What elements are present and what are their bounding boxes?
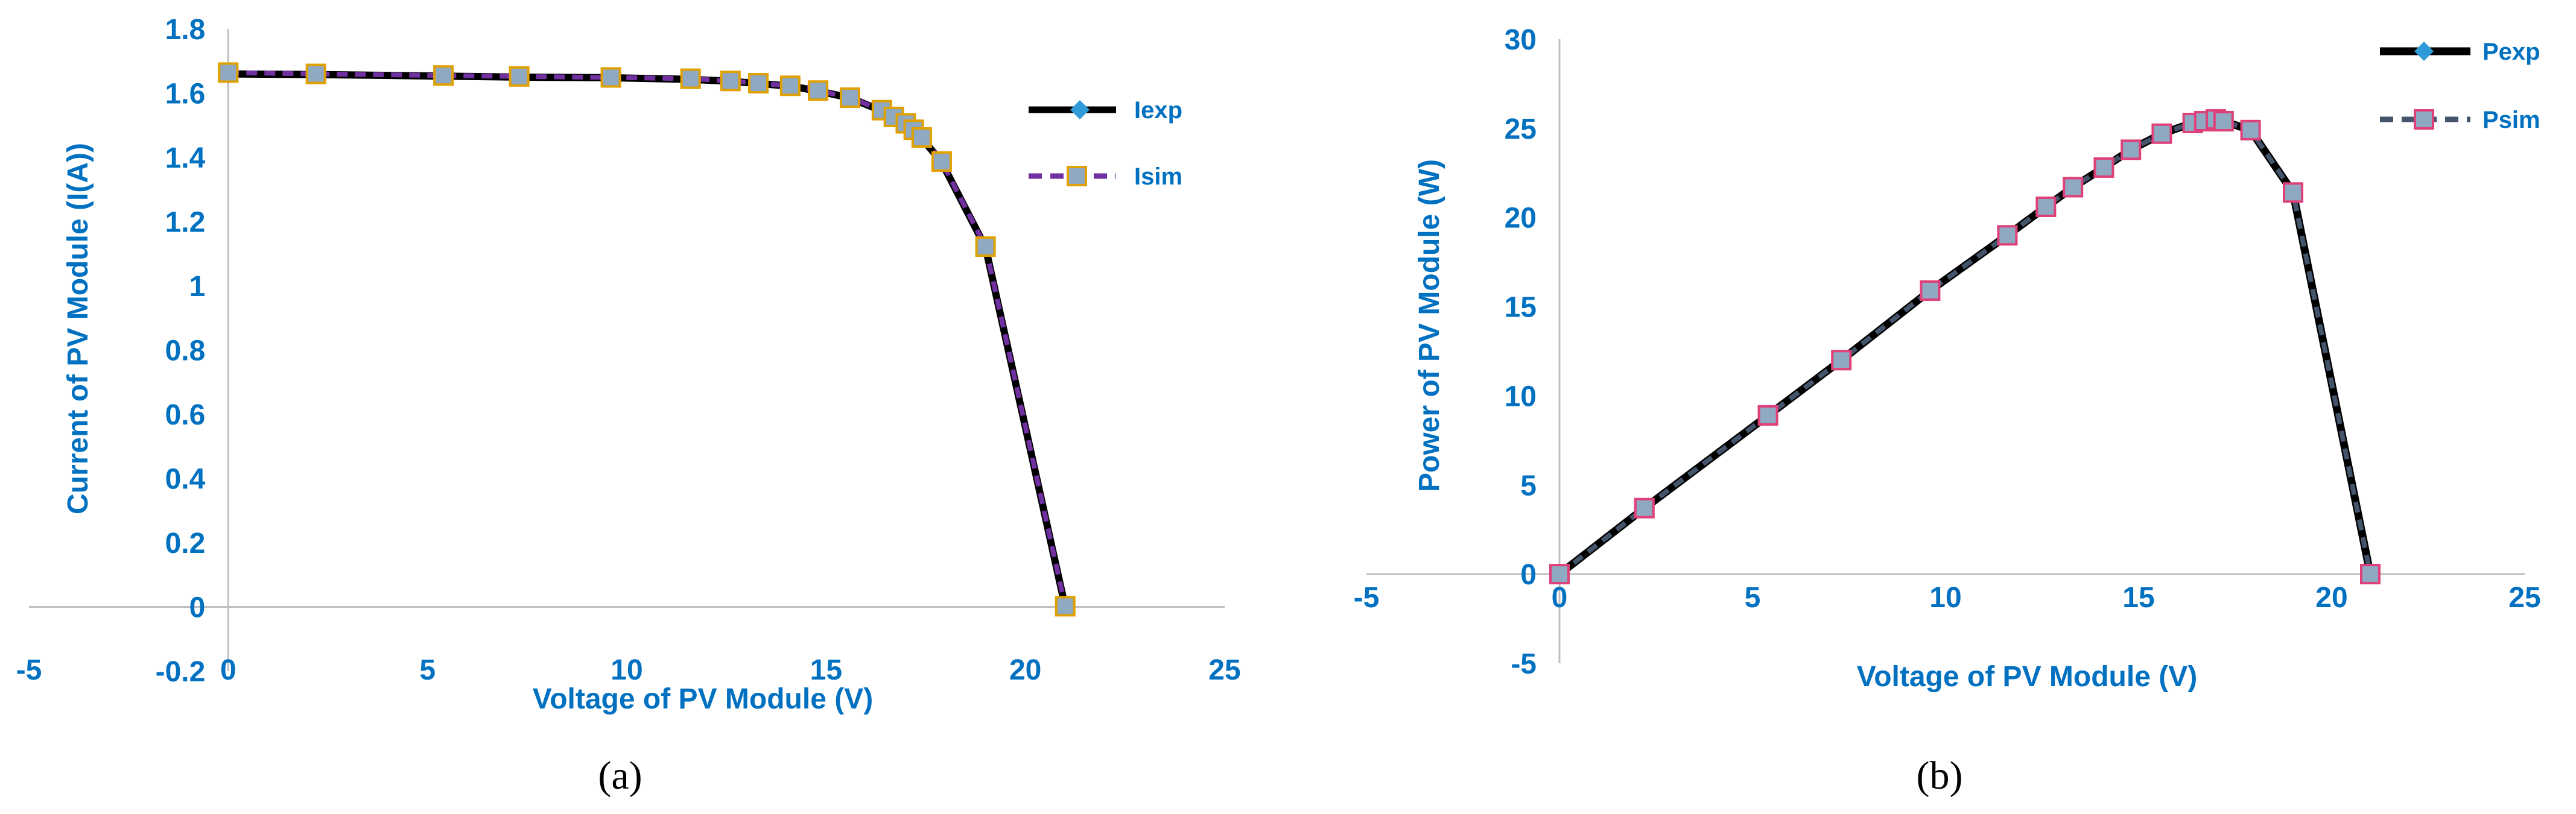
data-point-psim (1757, 405, 1778, 426)
x-tick-label: 20 (2315, 582, 2347, 614)
chart-panel-b: -5 0 5 10 15 20 25 -5 0 5 10 15 20 25 30 Voltage of PV… (1291, 0, 2576, 811)
x-tick-label: 5 (419, 654, 436, 686)
data-point-psim (2283, 182, 2303, 203)
y-tick-label: 1.8 (165, 14, 206, 46)
y-axis-title: Power of PV Module (W) (1413, 159, 1445, 492)
x-tick-label: -5 (16, 654, 42, 686)
x-tick-label: 0 (1552, 582, 1568, 614)
data-point-isim (680, 68, 701, 89)
data-point-psim (1997, 225, 2018, 246)
data-point-psim (1634, 497, 1655, 519)
x-tick-label: 15 (810, 654, 842, 686)
y-tick-label: 0.6 (165, 399, 206, 431)
data-point-isim (911, 127, 932, 148)
y-tick-label: 0.8 (165, 335, 206, 367)
iv-curve-chart: -5 0 5 10 15 20 25 -0.2 0 0.2 0.4 0.6 0.8 1 1.2 1.4 1.6 1… (16, 14, 1241, 798)
y-tick-label: 20 (1505, 203, 1537, 235)
data-point-isim (600, 67, 621, 88)
legend-label-iexp: Iexp (1134, 97, 1182, 124)
legend-label-pexp: Pexp (2482, 39, 2540, 65)
x-tick-label: 10 (1929, 582, 1961, 614)
data-point-isim (779, 75, 801, 96)
data-point-psim (2035, 196, 2057, 217)
data-point-isim (305, 63, 326, 84)
y-tick-label: 0 (189, 592, 206, 624)
y-tick-label: 1.2 (165, 207, 206, 239)
pv-curve-chart: -5 0 5 10 15 20 25 -5 0 5 10 15 20 25 30 Voltage of PV… (1354, 24, 2541, 798)
y-tick-label: -5 (1511, 648, 1537, 680)
x-tick-label: 25 (2508, 582, 2540, 614)
y-tick-label: 30 (1505, 24, 1537, 56)
data-point-psim (2240, 119, 2261, 140)
x-tick-label: 20 (1009, 654, 1041, 686)
data-point-psim (1549, 564, 1570, 585)
y-tick-label: 0 (1520, 559, 1537, 591)
legend-label-psim: Psim (2482, 107, 2540, 133)
legend: Pexp Psim (2380, 39, 2540, 133)
y-tick-label: 0.4 (165, 464, 206, 496)
x-tick-label: 25 (1208, 654, 1240, 686)
data-point-isim (433, 65, 454, 86)
data-point-psim (2151, 123, 2172, 144)
legend-marker-pexp (2414, 42, 2434, 61)
y-tick-label: 1.6 (165, 78, 206, 110)
legend: Iexp Isim (1029, 97, 1182, 190)
y-tick-label: 15 (1505, 292, 1537, 324)
legend-label-isim: Isim (1134, 163, 1182, 190)
y-tick-label: 10 (1505, 380, 1537, 412)
data-point-isim (720, 71, 741, 92)
legend-marker-psim (2414, 109, 2434, 130)
x-tick-label: 15 (2122, 582, 2154, 614)
chart-panel-a: -5 0 5 10 15 20 25 -0.2 0 0.2 0.4 0.6 0.8 1 1.2 1.4 1.6 1… (0, 0, 1291, 811)
data-point-psim (2121, 139, 2142, 160)
series-line-psim (1558, 117, 2373, 576)
data-point-isim (839, 87, 860, 108)
legend-marker-iexp (1070, 100, 1090, 119)
y-axis-title: Current of PV Module (I(A)) (62, 143, 94, 514)
caption-b: (b) (1917, 754, 1963, 798)
series-line-pexp (1555, 115, 2375, 578)
data-point-isim (1055, 596, 1076, 617)
data-point-psim (2093, 157, 2114, 178)
y-tick-label: 1 (189, 271, 206, 303)
x-axis-title: Voltage of PV Module (V) (533, 683, 873, 715)
data-point-isim (808, 80, 829, 101)
data-point-isim (931, 151, 952, 172)
y-tick-label: 1.4 (165, 142, 206, 174)
x-axis-title: Voltage of PV Module (V) (1857, 661, 2197, 693)
y-tick-label: 0.2 (165, 528, 206, 560)
y-tick-label: 25 (1505, 113, 1537, 145)
data-point-psim (1831, 350, 1852, 371)
data-point-isim (509, 66, 530, 87)
data-point-psim (2063, 177, 2084, 198)
x-tick-label: -5 (1354, 582, 1380, 614)
y-tick-label: -0.2 (156, 656, 206, 688)
x-tick-label: 5 (1745, 582, 1761, 614)
data-point-psim (2213, 111, 2234, 132)
data-point-psim (2360, 564, 2381, 585)
caption-a: (a) (598, 754, 642, 798)
data-point-isim (975, 236, 996, 257)
y-tick-label: 5 (1520, 470, 1537, 502)
data-point-psim (1920, 280, 1941, 301)
data-point-isim (748, 72, 769, 93)
legend-marker-isim (1067, 166, 1087, 186)
x-tick-label: 10 (611, 654, 642, 686)
data-point-isim (218, 62, 239, 83)
x-tick-label: 0 (220, 654, 236, 686)
